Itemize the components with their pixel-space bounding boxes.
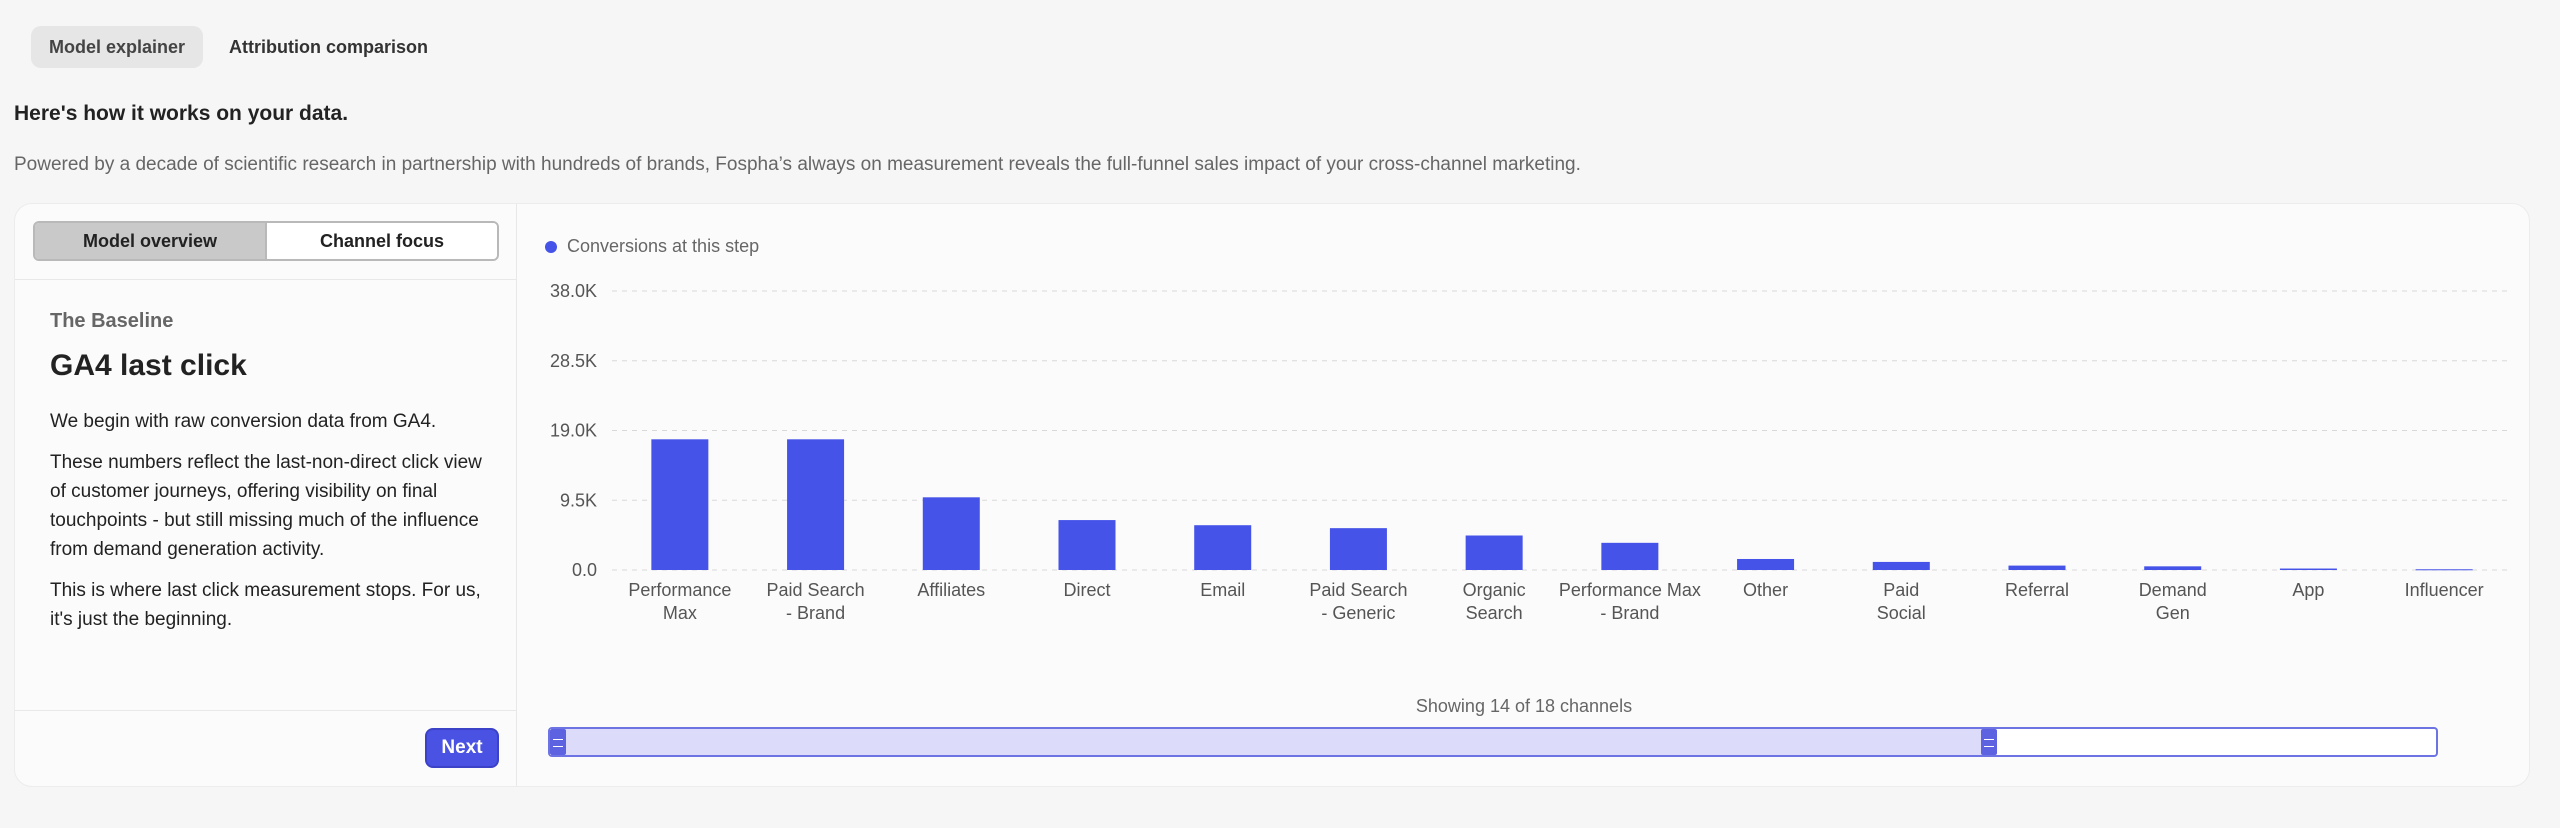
slider-end-handle[interactable] [1981, 729, 1997, 755]
x-tick-label: Gen [2156, 603, 2190, 623]
bar[interactable] [922, 497, 980, 570]
x-tick-label: Affiliates [917, 580, 985, 600]
top-tabs: Model explainer Attribution comparison [31, 26, 446, 68]
y-tick-label: 28.5K [550, 351, 597, 371]
x-tick-label: Performance [628, 580, 731, 600]
tab-attribution-comparison[interactable]: Attribution comparison [229, 37, 429, 57]
bar[interactable] [1601, 542, 1659, 570]
bar[interactable] [651, 439, 709, 570]
explainer-card: Model overview Channel focus The Baselin… [14, 203, 2530, 787]
step-content: The Baseline GA4 last click We begin wit… [50, 310, 490, 634]
y-tick-label: 0.0 [572, 560, 597, 580]
step-panel: Model overview Channel focus The Baselin… [15, 204, 517, 786]
bar[interactable] [1872, 561, 1930, 570]
bar[interactable] [1194, 525, 1252, 570]
y-tick-label: 9.5K [560, 490, 597, 510]
divider [15, 279, 517, 280]
channel-range-slider[interactable] [548, 727, 2438, 757]
y-tick-label: 19.0K [550, 421, 597, 441]
x-tick-label: Max [663, 603, 697, 623]
x-tick-label: Paid Search [1309, 580, 1407, 600]
view-toggle: Model overview Channel focus [33, 221, 499, 261]
chart-panel: Conversions at this step 0.0 9.5K 19.0K 28.… [517, 204, 2529, 786]
x-tick-label: Search [1466, 603, 1523, 623]
bar[interactable] [1465, 535, 1523, 570]
x-tick-label: Email [1200, 580, 1245, 600]
x-tick-label: - Brand [786, 603, 845, 623]
x-tick-label: Organic [1463, 580, 1526, 600]
x-tick-label: Other [1743, 580, 1788, 600]
step-kicker: The Baseline [50, 310, 174, 332]
bar[interactable] [2279, 568, 2337, 570]
page-headline: Here's how it works on your data. [14, 102, 349, 125]
bar[interactable] [2008, 565, 2066, 570]
bar[interactable] [1737, 558, 1795, 570]
bar[interactable] [2144, 566, 2202, 570]
x-tick-label: Demand [2139, 580, 2207, 600]
step-title: GA4 last click [50, 349, 247, 382]
x-tick-label: Paid [1883, 580, 1919, 600]
bar[interactable] [787, 439, 845, 570]
step-paragraph-3: This is where last click measurement sto… [50, 580, 481, 630]
x-tick-label: App [2292, 580, 2324, 600]
x-tick-label: Influencer [2405, 580, 2484, 600]
page-subline: Powered by a decade of scientific resear… [14, 154, 1581, 175]
legend-dot-icon [545, 240, 557, 253]
showing-count: Showing 14 of 18 channels [1415, 696, 1633, 716]
x-tick-label: Social [1877, 603, 1926, 623]
x-tick-label: Referral [2005, 580, 2069, 600]
bar[interactable] [2415, 569, 2473, 571]
step-paragraph-2: These numbers reflect the last-non-direc… [50, 452, 482, 560]
slider-start-handle[interactable] [550, 729, 566, 755]
tab-model-explainer[interactable]: Model explainer [31, 26, 204, 68]
chart-legend: Conversions at this step [545, 236, 759, 257]
model-overview-button[interactable]: Model overview [35, 223, 265, 259]
slider-selected-range [550, 729, 1990, 755]
next-button[interactable]: Next [425, 728, 499, 768]
step-paragraph-1: We begin with raw conversion data from G… [50, 411, 437, 432]
x-tick-label: Direct [1063, 580, 1110, 600]
divider [15, 710, 517, 711]
bar[interactable] [1329, 528, 1387, 570]
bar[interactable] [1058, 520, 1116, 570]
x-tick-label: Paid Search [767, 580, 865, 600]
y-tick-label: 38.0K [550, 281, 597, 301]
bar-chart: 0.0 9.5K 19.0K 28.5K 38.0K Performance Max Paid… [550, 281, 2512, 623]
x-tick-label: - Generic [1321, 603, 1395, 623]
channel-focus-button[interactable]: Channel focus [265, 223, 497, 259]
legend-label: Conversions at this step [567, 236, 760, 256]
x-tick-label: - Brand [1600, 603, 1659, 623]
x-tick-label: Performance Max [1559, 580, 1701, 600]
